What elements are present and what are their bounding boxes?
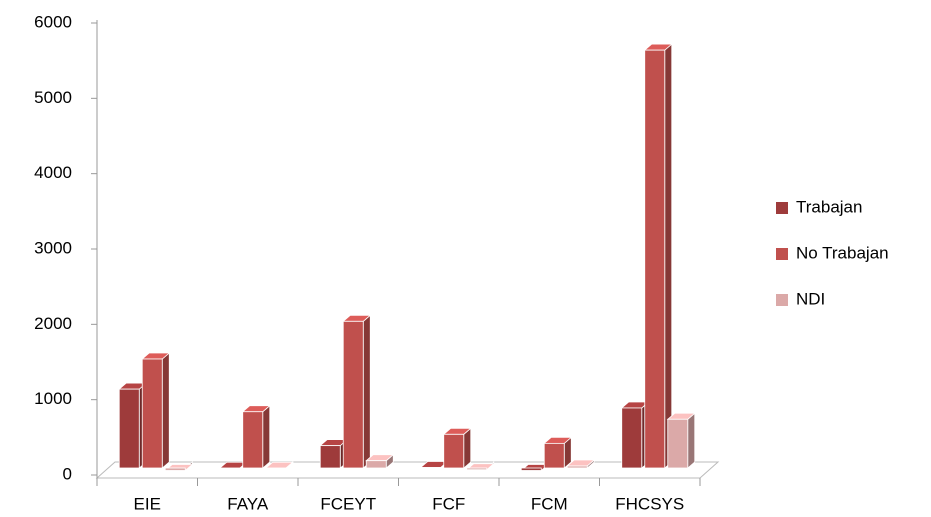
bar	[164, 461, 194, 472]
legend-swatch	[776, 202, 788, 214]
legend-label: NDI	[796, 289, 825, 308]
y-tick-label: 2000	[34, 314, 72, 333]
bar-front	[644, 49, 666, 469]
x-tick-label: EIE	[134, 494, 161, 513]
bar	[543, 436, 573, 469]
bar	[141, 352, 171, 469]
bar	[566, 459, 596, 469]
bar-front	[365, 460, 387, 469]
x-tick-label: FCF	[432, 494, 465, 513]
bar-front	[621, 407, 643, 469]
bar	[365, 453, 395, 469]
x-tick-label: FCEYT	[320, 494, 376, 513]
x-tick-label: FCM	[531, 494, 568, 513]
bar-front	[466, 467, 488, 471]
bar	[241, 404, 271, 469]
x-tick-label: FAYA	[227, 494, 269, 513]
y-tick-label: 6000	[34, 12, 72, 31]
bar-front	[543, 442, 565, 469]
bar-front	[141, 358, 163, 469]
bar-front	[164, 467, 186, 471]
legend-label: No Trabajan	[796, 243, 889, 262]
y-tick-label: 4000	[34, 163, 72, 182]
y-tick-label: 5000	[34, 88, 72, 107]
bar-front	[667, 418, 689, 469]
legend-swatch	[776, 248, 788, 260]
bar-front	[342, 320, 364, 469]
bar	[643, 43, 673, 469]
legend-swatch	[776, 294, 788, 306]
bar	[342, 314, 372, 469]
bar-front	[566, 465, 588, 469]
bar-side	[463, 427, 472, 469]
bar	[666, 412, 696, 469]
bar	[465, 461, 495, 471]
bar-side	[687, 412, 696, 469]
x-tick-label: FHCSYS	[615, 494, 684, 513]
bar	[442, 427, 472, 469]
bar-side	[362, 314, 371, 469]
bar	[118, 382, 148, 469]
y-tick-label: 1000	[34, 389, 72, 408]
bar-front	[242, 411, 264, 469]
y-tick-label: 3000	[34, 238, 72, 257]
legend-label: Trabajan	[796, 197, 862, 216]
bar-front	[443, 433, 465, 469]
bar-front	[319, 445, 341, 469]
y-tick-label: 0	[63, 464, 72, 483]
bar-front	[118, 388, 140, 469]
bar-side	[664, 43, 673, 469]
bar-front	[520, 467, 542, 471]
bar-side	[161, 352, 170, 469]
bar	[264, 461, 294, 470]
bar-front	[420, 467, 442, 469]
bar-side	[262, 404, 271, 469]
